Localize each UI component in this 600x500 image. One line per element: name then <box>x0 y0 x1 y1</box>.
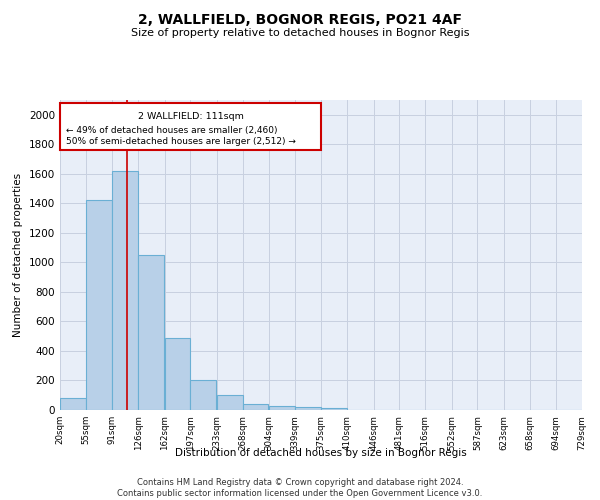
Bar <box>322 408 347 410</box>
Text: Size of property relative to detached houses in Bognor Regis: Size of property relative to detached ho… <box>131 28 469 38</box>
Y-axis label: Number of detached properties: Number of detached properties <box>13 173 23 337</box>
Bar <box>295 407 320 410</box>
Text: 2 WALLFIELD: 111sqm: 2 WALLFIELD: 111sqm <box>138 112 244 121</box>
Bar <box>112 171 138 410</box>
Bar <box>242 404 268 410</box>
Text: 2, WALLFIELD, BOGNOR REGIS, PO21 4AF: 2, WALLFIELD, BOGNOR REGIS, PO21 4AF <box>138 12 462 26</box>
Bar <box>269 406 295 410</box>
Text: Distribution of detached houses by size in Bognor Regis: Distribution of detached houses by size … <box>175 448 467 458</box>
Bar <box>60 398 86 410</box>
Bar <box>138 255 164 410</box>
Bar <box>190 380 216 410</box>
Text: Contains HM Land Registry data © Crown copyright and database right 2024.
Contai: Contains HM Land Registry data © Crown c… <box>118 478 482 498</box>
Bar <box>164 338 190 410</box>
Text: 50% of semi-detached houses are larger (2,512) →: 50% of semi-detached houses are larger (… <box>66 137 296 146</box>
Bar <box>217 394 242 410</box>
FancyBboxPatch shape <box>60 103 322 150</box>
Text: ← 49% of detached houses are smaller (2,460): ← 49% of detached houses are smaller (2,… <box>66 126 277 135</box>
Bar <box>86 200 112 410</box>
